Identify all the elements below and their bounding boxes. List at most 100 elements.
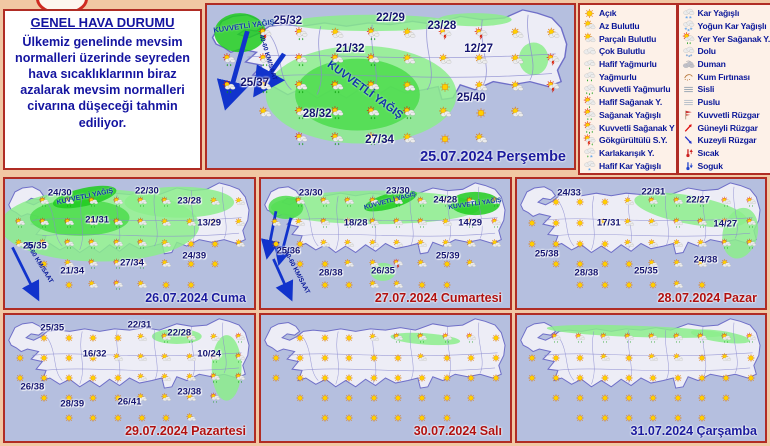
sun-icon [576, 219, 585, 227]
cloud-heavy-rain-icon [583, 83, 597, 96]
sun-cloud-icon [402, 80, 416, 91]
sun-cloud-icon [186, 352, 196, 361]
legend-item-label: Hafif Yağmurlu [599, 59, 657, 69]
temperature-label: 22/31 [641, 186, 666, 198]
legend-item-label: Dolu [697, 46, 717, 57]
shower-icon [697, 196, 707, 208]
sun-icon [575, 373, 586, 384]
sun-icon [440, 81, 450, 92]
sun-icon [63, 373, 74, 384]
shower-icon [222, 53, 236, 67]
sun-icon [648, 393, 659, 404]
legend-item: Kuvvetli Sağanak Y [583, 121, 675, 134]
temperature-label: 24/30 [47, 187, 72, 199]
shower-icon [88, 238, 99, 249]
shower-icon [88, 196, 99, 208]
general-summary-panel: GENEL HAVA DURUMU Ülkemiz genelinde mevs… [3, 9, 202, 170]
map-panel-tuesday: 30.07.2024 Salı [259, 313, 512, 443]
shower-icon [366, 105, 380, 120]
temperature-label: 24/38 [693, 254, 718, 266]
sun-icon [467, 394, 475, 402]
map-date: 29.07.2024 Pazartesi [125, 424, 246, 438]
sun-cloud-icon [474, 80, 488, 94]
shower-icon [672, 196, 683, 208]
legend-item: Puslu [682, 96, 770, 108]
sun-icon [721, 393, 732, 404]
sun-cloud-icon [210, 332, 221, 343]
sun-icon [601, 239, 609, 248]
sun-icon [698, 354, 706, 362]
sun-icon [528, 374, 536, 382]
sun-icon [698, 414, 706, 422]
sun-cloud-icon [600, 217, 610, 226]
sun-cloud-icon [673, 352, 683, 361]
legend-item: Yoğun Kar Yağışlı [682, 20, 770, 32]
sun-icon [583, 7, 597, 20]
sun-cloud-icon [112, 352, 123, 363]
sun-icon [162, 281, 171, 289]
sun-icon [441, 393, 452, 404]
temperature-label: 22/28 [167, 327, 192, 339]
sun-icon [40, 394, 48, 402]
sun-icon [63, 413, 74, 424]
shower-icon [672, 332, 683, 343]
sun-icon [65, 334, 73, 342]
temperature-label: 28/38 [318, 267, 343, 279]
sun-icon [601, 394, 609, 402]
temperature-label: 26/41 [117, 396, 142, 408]
sun-cloud-icon [474, 53, 488, 67]
sun-cloud-icon [648, 238, 659, 249]
shower-icon [672, 332, 683, 343]
shower-icon [39, 217, 50, 228]
sun-icon [476, 107, 486, 118]
shower-icon [624, 332, 634, 343]
sun-icon [40, 260, 48, 268]
sun-icon [575, 413, 586, 424]
sun-cloud-icon [441, 217, 452, 228]
sun-cloud-icon [417, 259, 428, 270]
sun-cloud-light-shower-icon [583, 95, 597, 109]
legend-item: Açık [583, 7, 675, 19]
sun-cloud-light-shower-icon [583, 95, 596, 108]
sun-icon [698, 281, 706, 289]
sun-icon [698, 394, 706, 402]
sun-cloud-icon [161, 393, 172, 404]
sun-cloud-icon [402, 132, 416, 143]
shower-icon [222, 79, 236, 93]
sun-icon [321, 414, 329, 422]
storm-icon [546, 79, 559, 93]
sun-icon [319, 373, 330, 384]
sun-cloud-icon [137, 279, 147, 288]
sleet-icon [583, 146, 597, 159]
sun-cloud-icon [672, 238, 683, 249]
legend-item: Dolu [682, 45, 770, 57]
sun-icon [746, 374, 755, 382]
sun-cloud-icon [137, 393, 147, 402]
shower-icon [112, 196, 123, 208]
sun-icon [599, 197, 610, 208]
shower-icon [330, 79, 344, 94]
shower-icon [234, 372, 245, 383]
sun-icon [576, 198, 585, 206]
sun-icon [443, 394, 451, 402]
temperature-label: 27/34 [365, 134, 394, 147]
sun-icon [625, 414, 633, 422]
shower-icon [721, 332, 732, 343]
sun-icon [185, 279, 196, 290]
sun-icon [674, 374, 682, 382]
sun-cloud-icon [234, 217, 245, 228]
sun-cloud-heavy-shower-icon [583, 121, 596, 134]
shower-icon [344, 217, 355, 228]
legend-item-label: Hafif Sağanak Y. [599, 97, 663, 108]
sun-icon [443, 281, 451, 289]
legend-item-label: Yoğun Kar Yağışlı [697, 20, 767, 31]
sun-icon [369, 394, 378, 402]
sun-cloud-heavy-shower-icon [583, 121, 597, 134]
legend-item-label: Kuzeyli Rüzgar [697, 135, 757, 146]
shower-icon [63, 196, 74, 208]
sun-cloud-icon [368, 238, 379, 247]
sun-cloud-icon [259, 106, 272, 117]
sun-icon [394, 394, 402, 402]
shower-icon [672, 217, 683, 228]
storm-icon [438, 27, 452, 41]
